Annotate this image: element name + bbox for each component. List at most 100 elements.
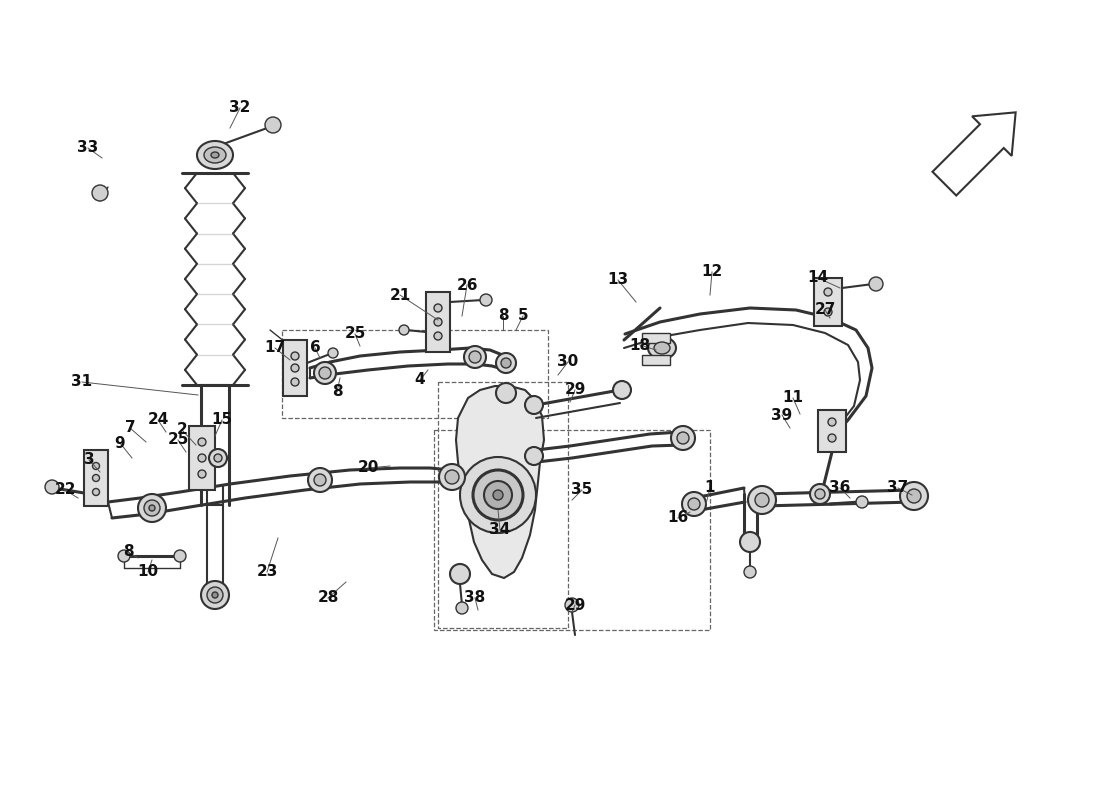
Circle shape xyxy=(198,438,206,446)
Text: 38: 38 xyxy=(464,590,485,606)
Circle shape xyxy=(828,434,836,442)
Circle shape xyxy=(446,470,459,484)
Circle shape xyxy=(828,418,836,426)
Circle shape xyxy=(201,581,229,609)
Circle shape xyxy=(500,358,512,368)
Polygon shape xyxy=(84,450,108,506)
Text: 10: 10 xyxy=(138,565,158,579)
Text: 34: 34 xyxy=(490,522,510,538)
Circle shape xyxy=(314,362,336,384)
Circle shape xyxy=(740,532,760,552)
Text: 33: 33 xyxy=(77,141,99,155)
Text: 36: 36 xyxy=(829,481,850,495)
Circle shape xyxy=(138,494,166,522)
Polygon shape xyxy=(933,112,1015,195)
Circle shape xyxy=(682,492,706,516)
Circle shape xyxy=(198,470,206,478)
Circle shape xyxy=(869,277,883,291)
Circle shape xyxy=(92,185,108,201)
Polygon shape xyxy=(189,426,214,490)
Circle shape xyxy=(434,304,442,312)
Circle shape xyxy=(144,500,159,516)
Circle shape xyxy=(399,325,409,335)
Ellipse shape xyxy=(654,342,670,354)
Circle shape xyxy=(493,490,503,500)
Ellipse shape xyxy=(648,337,676,359)
Text: 26: 26 xyxy=(456,278,477,293)
Ellipse shape xyxy=(211,152,219,158)
Text: 24: 24 xyxy=(147,413,168,427)
Circle shape xyxy=(207,587,223,603)
Text: 23: 23 xyxy=(256,565,277,579)
Text: 30: 30 xyxy=(558,354,579,370)
Circle shape xyxy=(688,498,700,510)
Circle shape xyxy=(613,381,631,399)
Circle shape xyxy=(900,482,928,510)
Text: 39: 39 xyxy=(771,407,793,422)
Circle shape xyxy=(292,364,299,372)
Circle shape xyxy=(671,426,695,450)
Circle shape xyxy=(744,566,756,578)
Text: 16: 16 xyxy=(668,510,689,526)
Text: 4: 4 xyxy=(415,373,426,387)
Polygon shape xyxy=(818,410,846,452)
Polygon shape xyxy=(426,292,450,352)
Text: 15: 15 xyxy=(211,413,232,427)
Circle shape xyxy=(198,454,206,462)
Circle shape xyxy=(484,481,512,509)
Circle shape xyxy=(314,474,326,486)
Circle shape xyxy=(308,468,332,492)
Text: 21: 21 xyxy=(389,287,410,302)
Circle shape xyxy=(148,505,155,511)
Text: 28: 28 xyxy=(317,590,339,606)
Circle shape xyxy=(525,396,543,414)
Circle shape xyxy=(755,493,769,507)
Circle shape xyxy=(439,464,465,490)
Text: 20: 20 xyxy=(358,461,378,475)
Text: 35: 35 xyxy=(571,482,593,498)
Text: 1: 1 xyxy=(705,481,715,495)
Circle shape xyxy=(328,348,338,358)
Text: 31: 31 xyxy=(72,374,92,390)
Text: 25: 25 xyxy=(167,433,189,447)
Text: 37: 37 xyxy=(888,481,909,495)
Text: 9: 9 xyxy=(114,435,125,450)
Text: 25: 25 xyxy=(344,326,365,342)
Circle shape xyxy=(473,470,522,520)
Text: 22: 22 xyxy=(54,482,76,498)
Ellipse shape xyxy=(197,141,233,169)
Circle shape xyxy=(92,489,99,495)
Circle shape xyxy=(460,457,536,533)
Polygon shape xyxy=(814,278,842,326)
Circle shape xyxy=(810,484,830,504)
Bar xyxy=(642,333,670,343)
Circle shape xyxy=(92,474,99,482)
Circle shape xyxy=(292,378,299,386)
Text: 18: 18 xyxy=(629,338,650,353)
Text: 8: 8 xyxy=(332,385,342,399)
Circle shape xyxy=(450,564,470,584)
Circle shape xyxy=(464,346,486,368)
Text: 12: 12 xyxy=(702,265,723,279)
Text: 17: 17 xyxy=(264,341,286,355)
Bar xyxy=(642,355,670,365)
Circle shape xyxy=(856,496,868,508)
Circle shape xyxy=(748,486,775,514)
Text: 2: 2 xyxy=(177,422,187,438)
Circle shape xyxy=(434,332,442,340)
Ellipse shape xyxy=(204,147,226,163)
Text: 27: 27 xyxy=(814,302,836,318)
Text: 6: 6 xyxy=(309,341,320,355)
Text: 29: 29 xyxy=(564,598,585,613)
Circle shape xyxy=(456,602,468,614)
Circle shape xyxy=(908,489,921,503)
Text: 29: 29 xyxy=(564,382,585,398)
Circle shape xyxy=(824,308,832,316)
Circle shape xyxy=(434,318,442,326)
Text: 7: 7 xyxy=(124,421,135,435)
Circle shape xyxy=(209,449,227,467)
Circle shape xyxy=(676,432,689,444)
Circle shape xyxy=(496,383,516,403)
Polygon shape xyxy=(283,340,307,396)
Text: 13: 13 xyxy=(607,273,628,287)
